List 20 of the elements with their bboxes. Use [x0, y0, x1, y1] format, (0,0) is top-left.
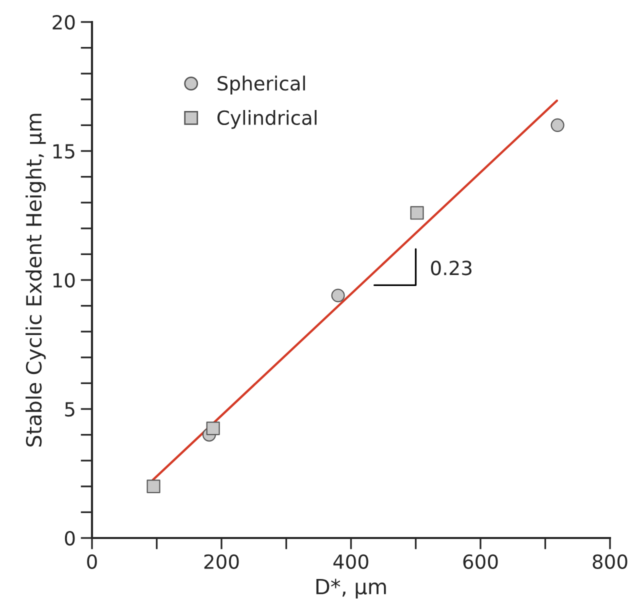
y-tick-label: 0 [64, 530, 75, 546]
x-tick-label: 0 [87, 554, 97, 570]
x-tick-label: 400 [333, 554, 368, 570]
y-axis-title: Stable Cyclic Exdent Height, µm [26, 114, 46, 447]
x-tick-label: 200 [204, 554, 239, 570]
annotation: 0.23 [431, 260, 472, 276]
y-tick-label: 5 [65, 402, 74, 417]
x-tick-label: 600 [463, 554, 498, 570]
point [146, 480, 160, 494]
x-axis-title: D*, µm [316, 578, 386, 599]
legend-label: Cylindrical [217, 110, 317, 129]
y-tick-label: 15 [53, 144, 74, 159]
y-tick-label: 10 [53, 272, 75, 288]
point [410, 206, 424, 220]
y-tick-label: 20 [52, 14, 75, 30]
point [331, 288, 345, 302]
point [206, 422, 220, 436]
legend-label: Spherical [218, 76, 305, 94]
x-tick-label: 800 [592, 554, 628, 570]
point [550, 118, 564, 132]
